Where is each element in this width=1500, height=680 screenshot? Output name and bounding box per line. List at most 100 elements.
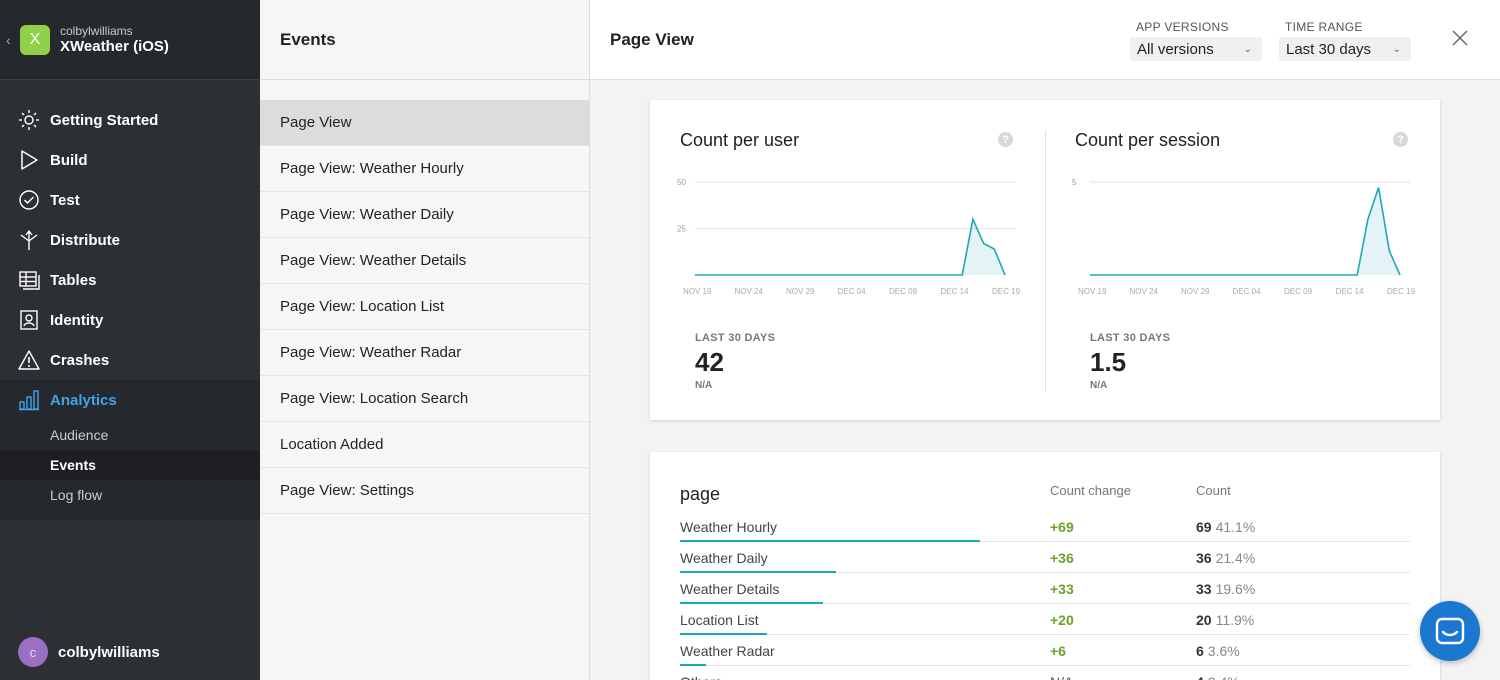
count-change: +33 (1050, 581, 1074, 597)
y-tick-label: 50 (677, 178, 686, 187)
row-label: Weather Radar (680, 643, 775, 659)
count-per-user-panel: Count per user ? 50 25 NOV 19 NOV 24 NOV 29 D… (650, 100, 1045, 420)
metrics-card: Count per user ? 50 25 NOV 19 NOV 24 NOV 29 D… (650, 100, 1440, 420)
event-item[interactable]: Page View: Weather Daily (260, 192, 589, 238)
x-tick-label: NOV 24 (1130, 287, 1159, 296)
sun-icon (19, 110, 39, 130)
event-item[interactable]: Page View (260, 100, 589, 146)
detail-header: Page View APP VERSIONS All versions ⌄ TI… (590, 0, 1500, 80)
select-value: All versions (1137, 40, 1214, 58)
series-line (695, 216, 1006, 276)
count-per-user-chart: 50 25 NOV 19 NOV 24 NOV 29 DEC 04 DEC 09 DEC 14… (677, 178, 1020, 296)
app-icon: X (20, 24, 50, 55)
table-row[interactable]: Location List +20 20 11.9% (680, 604, 1410, 635)
nav-item-tables[interactable]: Tables (0, 260, 260, 300)
x-tick-label: DEC 14 (1336, 287, 1365, 296)
count-value: 6 3.6% (1196, 643, 1240, 659)
close-icon[interactable] (1450, 28, 1470, 48)
nav-item-distribute[interactable]: Distribute (0, 220, 260, 260)
stat-label: LAST 30 DAYS (1090, 332, 1171, 344)
column-header-count-change: Count change (1050, 483, 1131, 498)
table-row[interactable]: Weather Details +33 33 19.6% (680, 573, 1410, 604)
nav-item-build[interactable]: Build (0, 140, 260, 180)
filter-label: TIME RANGE (1285, 20, 1363, 34)
row-label: Location List (680, 612, 759, 628)
event-item[interactable]: Page View: Location Search (260, 376, 589, 422)
check-circle-icon (19, 190, 39, 210)
chevron-down-icon: ⌄ (1392, 43, 1401, 55)
nav-item-crashes[interactable]: Crashes (0, 340, 260, 380)
nav-label: Build (50, 151, 88, 169)
nav-item-analytics[interactable]: Analytics (0, 380, 260, 420)
x-tick-label: DEC 04 (838, 287, 867, 296)
stat-label: LAST 30 DAYS (695, 332, 776, 344)
avatar: c (18, 637, 48, 667)
x-tick-label: DEC 09 (889, 287, 918, 296)
x-tick-label: DEC 19 (992, 287, 1020, 296)
stat-sub: N/A (1090, 380, 1108, 391)
share-bar (680, 571, 837, 573)
count-percent: 11.9% (1215, 612, 1255, 628)
subnav-item-audience[interactable]: Audience (50, 427, 109, 443)
chart-title: Count per user (680, 130, 800, 150)
table-row[interactable]: Weather Hourly +69 69 41.1% (680, 511, 1410, 542)
help-icon[interactable]: ? (998, 132, 1013, 147)
share-bar (680, 540, 981, 542)
count-percent: 41.1% (1215, 519, 1256, 535)
subnav-item-events[interactable]: Events (0, 450, 260, 480)
count-number: 69 (1196, 519, 1212, 535)
table-row[interactable]: Weather Radar +6 6 3.6% (680, 635, 1410, 666)
nav-item-getting-started[interactable]: Getting Started (0, 100, 260, 140)
events-header: Events (260, 0, 589, 80)
nav-label: Analytics (50, 391, 117, 409)
main-nav: Getting Started Build Test Distribute Ta… (0, 80, 260, 520)
event-item[interactable]: Page View: Weather Radar (260, 330, 589, 376)
app-switcher[interactable]: ‹ X colbylwilliams XWeather (iOS) (0, 0, 260, 80)
stat-value: 1.5 (1090, 347, 1127, 377)
chevron-left-icon[interactable]: ‹ (6, 31, 11, 48)
table-row[interactable]: Weather Daily +36 36 21.4% (680, 542, 1410, 573)
event-item[interactable]: Page View: Weather Details (260, 238, 589, 284)
table-row[interactable]: Others N/A 4 2.4% (680, 666, 1410, 680)
x-tick-label: DEC 09 (1284, 287, 1313, 296)
nav-item-identity[interactable]: Identity (0, 300, 260, 340)
chart-title: Count per session (1075, 130, 1221, 150)
event-item[interactable]: Location Added (260, 422, 589, 468)
time-range-select[interactable]: Last 30 days ⌄ (1279, 37, 1411, 61)
nav-label: Tables (50, 271, 97, 289)
select-value: Last 30 days (1286, 40, 1372, 58)
table-title: page (680, 484, 721, 504)
count-value: 69 41.1% (1196, 519, 1255, 535)
event-item[interactable]: Page View: Weather Hourly (260, 146, 589, 192)
events-list: Page View Page View: Weather Hourly Page… (260, 80, 589, 514)
nav-item-test[interactable]: Test (0, 180, 260, 220)
event-detail: Page View APP VERSIONS All versions ⌄ TI… (590, 0, 1500, 680)
row-label: Others (680, 674, 722, 680)
count-change: N/A (1050, 674, 1073, 680)
event-item[interactable]: Page View: Location List (260, 284, 589, 330)
share-bar (680, 664, 707, 666)
filter-label: APP VERSIONS (1136, 20, 1229, 34)
page-title: Page View (610, 30, 694, 49)
identity-icon (20, 310, 38, 330)
chat-icon (1435, 617, 1465, 645)
app-name: XWeather (iOS) (60, 37, 169, 55)
x-tick-label: NOV 29 (786, 287, 815, 296)
user-name: colbylwilliams (58, 643, 160, 661)
row-label: Weather Daily (680, 550, 768, 566)
time-range-filter: TIME RANGE Last 30 days ⌄ (1279, 20, 1411, 61)
subnav-item-log-flow[interactable]: Log flow (50, 487, 103, 503)
count-per-session-chart: 5 NOV 19 NOV 24 NOV 29 DEC 04 DEC 09 DEC 14 DEC… (1072, 178, 1415, 296)
x-tick-label: DEC 04 (1233, 287, 1262, 296)
count-per-session-panel: Count per session ? 5 NOV 19 NOV 24 NOV 29 D… (1045, 100, 1440, 420)
chat-support-button[interactable] (1420, 601, 1480, 661)
count-number: 6 (1196, 643, 1204, 659)
app-versions-select[interactable]: All versions ⌄ (1130, 37, 1262, 61)
user-menu[interactable]: c colbylwilliams (0, 624, 260, 680)
nav-label: Distribute (50, 231, 121, 249)
help-icon[interactable]: ? (1393, 132, 1408, 147)
event-item[interactable]: Page View: Settings (260, 468, 589, 514)
count-value: 20 11.9% (1196, 612, 1254, 628)
column-header-count: Count (1196, 483, 1231, 498)
row-label: Weather Hourly (680, 519, 778, 535)
